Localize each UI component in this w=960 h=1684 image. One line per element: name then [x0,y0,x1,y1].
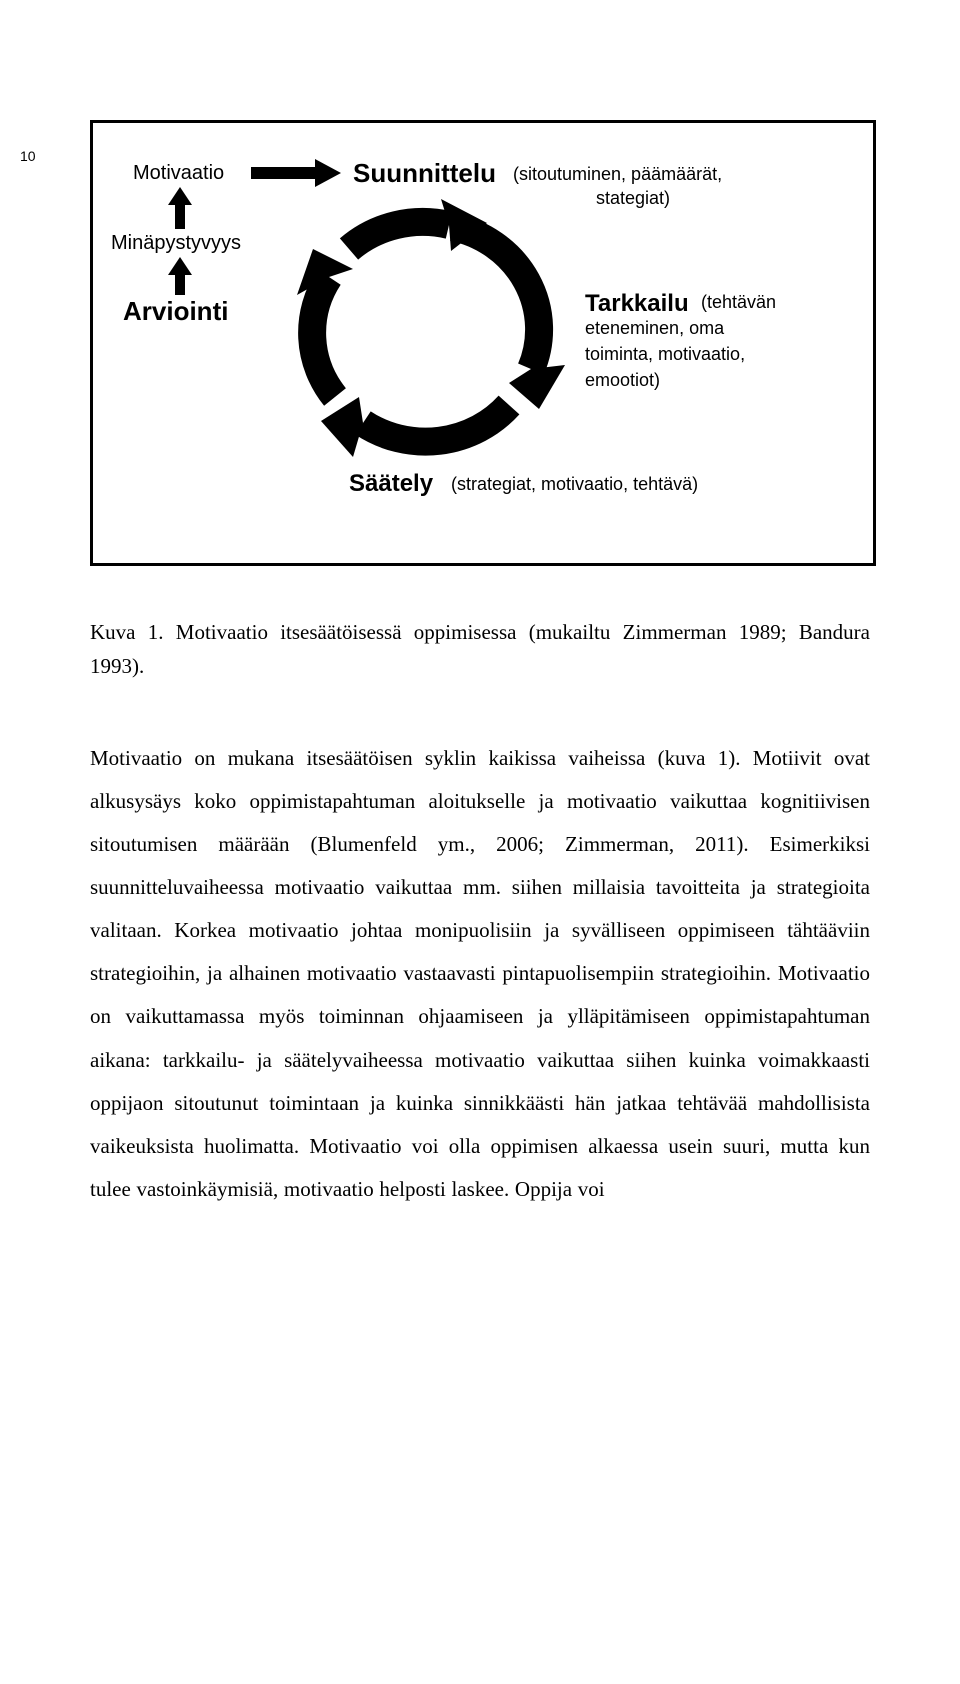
label-arviointi: Arviointi [123,295,228,328]
label-motivaatio: Motivaatio [133,161,224,186]
body-paragraph: Motivaatio on mukana itsesäätöisen sykli… [90,737,870,1211]
label-tarkkailu-paren4: emootiot) [585,369,660,392]
label-suunnittelu: Suunnittelu [353,157,496,190]
page-number: 10 [20,148,36,164]
label-sately: Säätely [349,469,433,499]
arrow-minapyst-to-motivaatio [168,187,192,229]
arrow-motivaatio-to-suunnittelu [251,159,341,187]
arrow-arviointi-to-minapyst [168,257,192,295]
figure-caption: Kuva 1. Motivaatio itsesäätöisessä oppim… [90,616,870,683]
label-minapystyvyys: Minäpystyvyys [111,231,241,256]
cycle-arrows [273,199,573,459]
spacer [90,683,870,711]
label-tarkkailu: Tarkkailu [585,289,689,319]
label-tarkkailu-paren2: eteneminen, oma [585,317,724,340]
label-sately-paren: (strategiat, motivaatio, tehtävä) [451,473,698,496]
cycle-diagram: Motivaatio Minäpystyvyys Arviointi Suunn… [90,120,876,566]
label-suunnittelu-paren1: (sitoutuminen, päämäärät, [513,163,722,186]
page: 10 Motivaatio Minäpystyvyys Arviointi Su… [0,120,960,1684]
label-suunnittelu-paren2: stategiat) [573,187,693,210]
label-tarkkailu-paren3: toiminta, motivaatio, [585,343,745,366]
label-tarkkailu-paren1: (tehtävän [701,291,776,314]
